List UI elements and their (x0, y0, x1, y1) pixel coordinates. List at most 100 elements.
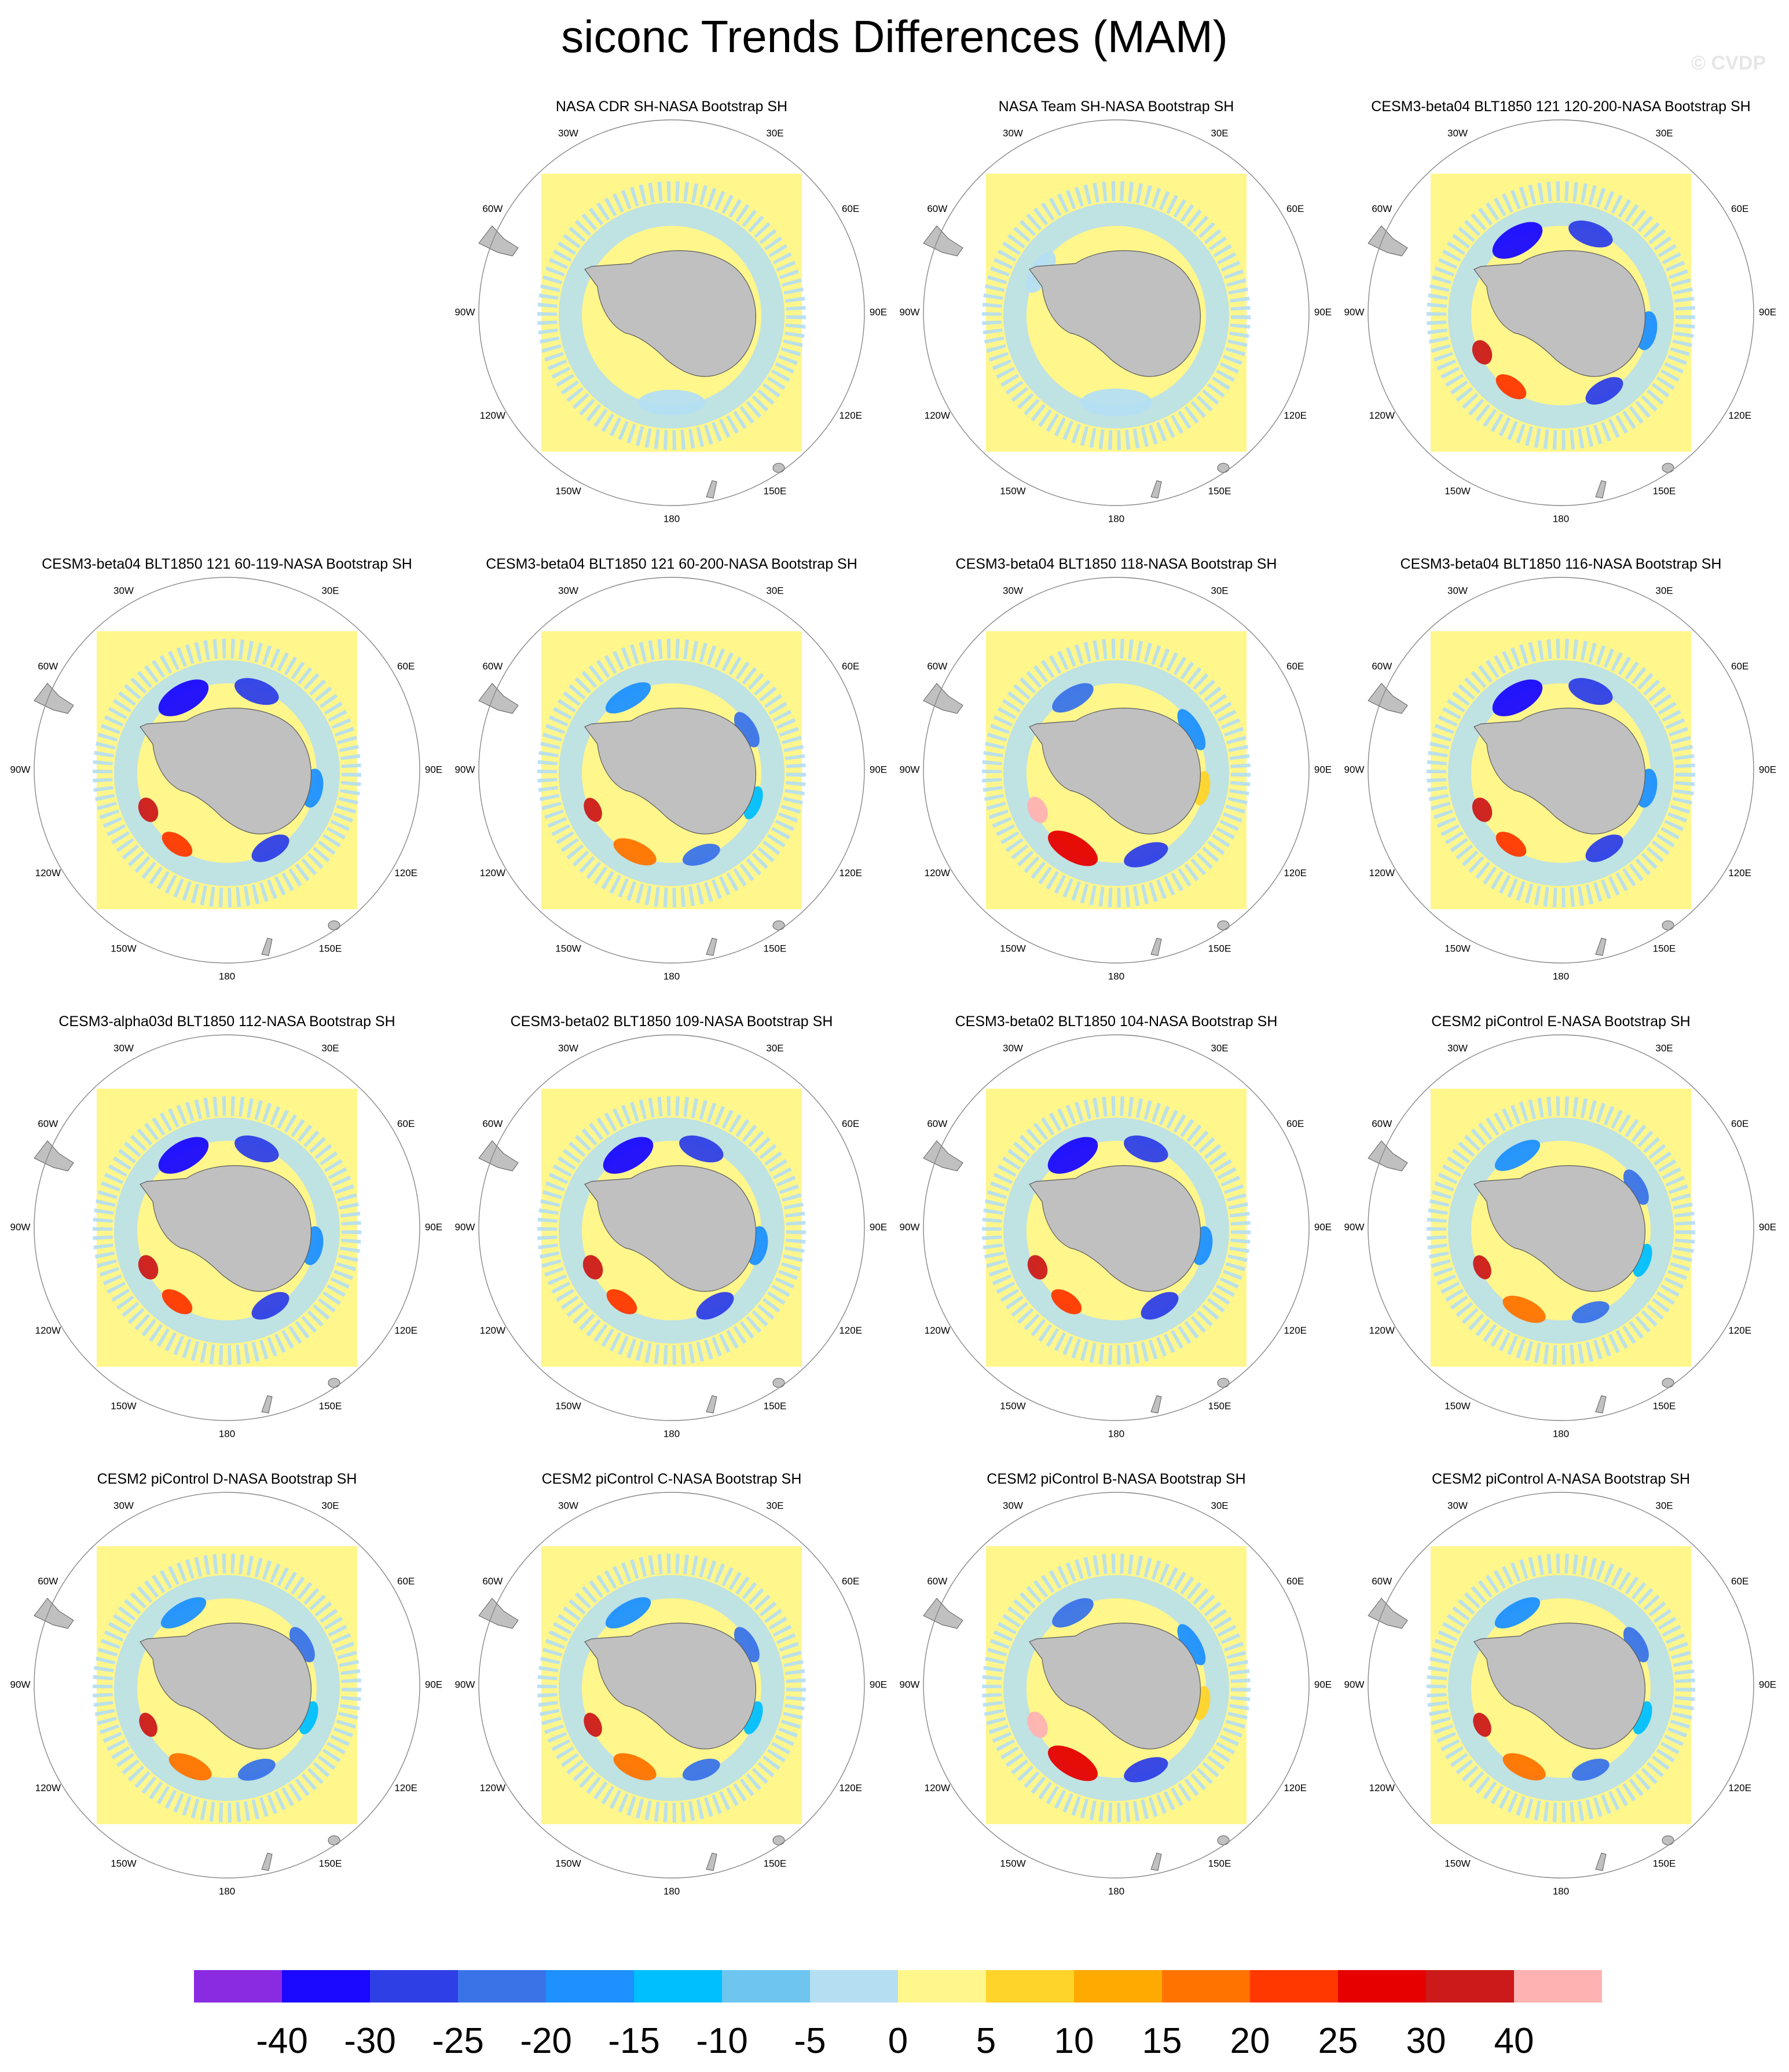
anomaly-region (1048, 830, 1098, 866)
longitude-label: 180 (1108, 1428, 1124, 1439)
new-zealand-landmass (1595, 1395, 1607, 1414)
longitude-label: 150W (555, 1858, 581, 1869)
longitude-label: 30W (1003, 585, 1023, 596)
south-america-landmass (478, 1598, 519, 1629)
tasmania-landmass (1662, 463, 1674, 473)
anomaly-region (1568, 678, 1613, 705)
longitude-label: 90W (10, 764, 31, 775)
longitude-label: 180 (663, 971, 680, 982)
antarctica-landmass (584, 1623, 756, 1749)
longitude-label: 60W (927, 1118, 947, 1129)
longitude-label: 150E (1653, 943, 1676, 954)
anomaly-region (1472, 797, 1493, 822)
map-boundary-circle (478, 577, 865, 964)
longitude-label: 60E (1286, 1118, 1304, 1129)
anomaly-region (1585, 834, 1623, 862)
anomaly-region (1052, 1598, 1094, 1628)
south-america-landmass (1368, 683, 1408, 714)
anomaly-region (1502, 1295, 1546, 1323)
longitude-label: 150E (764, 1858, 787, 1869)
longitude-label: 150W (1445, 943, 1470, 954)
longitude-label: 90W (455, 764, 475, 775)
longitude-label: 30W (1447, 1042, 1468, 1053)
tasmania-landmass (328, 1835, 340, 1846)
longitude-label: 120E (1728, 867, 1751, 878)
polar-map: 030E60E90E120E150E180150W120W90W60W30W (900, 1492, 1332, 1897)
longitude-label: 30E (766, 127, 783, 138)
longitude-label: 150E (1208, 1401, 1231, 1412)
colorbar-label: -15 (608, 2021, 660, 2061)
antarctica-landmass (1029, 1623, 1201, 1749)
longitude-label: 30W (113, 1042, 134, 1053)
tasmania-landmass (328, 1378, 340, 1388)
map-panel: CESM2 piControl A-NASA Bootstrap SH030E6… (1341, 1471, 1781, 1923)
anomaly-region (1052, 683, 1094, 713)
longitude-label: 120W (925, 867, 950, 878)
polar-map: 030E60E90E120E150E180150W120W90W60W30W (10, 1492, 442, 1897)
longitude-label: 150W (1445, 486, 1470, 497)
longitude-label: 180 (663, 1886, 680, 1897)
anomaly-region (1492, 222, 1543, 259)
polar-map: 030E60E90E120E150E180150W120W90W60W30W (455, 1034, 887, 1439)
longitude-label: 120W (35, 1325, 61, 1336)
longitude-label: 150W (555, 1401, 581, 1412)
longitude-label: 180 (219, 971, 235, 982)
map-panel: CESM3-beta04 BLT1850 121 120-200-NASA Bo… (1341, 98, 1781, 550)
longitude-label: 150E (1208, 943, 1231, 954)
anomaly-region (682, 843, 720, 866)
new-zealand-landmass (706, 938, 717, 956)
longitude-label: 30W (113, 585, 134, 596)
south-america-landmass (478, 1140, 519, 1172)
new-zealand-landmass (1150, 480, 1162, 499)
longitude-label: 120W (925, 410, 950, 421)
longitude-label: 60W (38, 1118, 58, 1129)
new-zealand-landmass (706, 1395, 717, 1414)
longitude-label: 90W (900, 306, 920, 317)
tasmania-landmass (1217, 920, 1230, 931)
panel-title: CESM2 piControl E-NASA Bootstrap SH (1431, 1013, 1691, 1030)
longitude-label: 60E (842, 203, 859, 214)
panel-title: CESM3-alpha03d BLT1850 112-NASA Bootstra… (58, 1013, 395, 1030)
longitude-label: 180 (219, 1886, 235, 1897)
polar-map: 030E60E90E120E150E180150W120W90W60W30W (10, 577, 442, 982)
south-america-landmass (34, 1140, 74, 1172)
map-panel: NASA Team SH-NASA Bootstrap SH030E60E90E… (896, 98, 1336, 550)
anomaly-region (1495, 374, 1527, 400)
south-america-landmass (478, 683, 519, 714)
new-zealand-landmass (261, 938, 273, 956)
panel-title: CESM2 piControl D-NASA Bootstrap SH (97, 1471, 357, 1487)
longitude-label: 180 (1553, 1428, 1569, 1439)
longitude-label: 90E (1759, 1679, 1776, 1690)
colorbar-swatch (1338, 1970, 1426, 2003)
longitude-label: 180 (1108, 513, 1124, 524)
longitude-label: 60W (927, 203, 947, 214)
longitude-label: 30E (1211, 1500, 1228, 1511)
longitude-label: 180 (663, 1428, 680, 1439)
longitude-label: 90E (870, 306, 887, 317)
longitude-label: 120W (35, 867, 61, 878)
longitude-label: 60E (1286, 203, 1304, 214)
longitude-label: 180 (1108, 971, 1124, 982)
anomaly-region (734, 1627, 760, 1663)
longitude-label: 60E (842, 661, 859, 672)
longitude-label: 90E (1314, 306, 1332, 317)
map-panel: CESM3-beta02 BLT1850 104-NASA Bootstrap … (896, 1013, 1336, 1465)
longitude-label: 90W (455, 1679, 475, 1690)
antarctica-landmass (1029, 708, 1201, 834)
antarctica-landmass (584, 1165, 756, 1292)
anomaly-region (1571, 1758, 1610, 1781)
south-america-landmass (1368, 225, 1408, 257)
longitude-label: 150W (1000, 943, 1025, 954)
longitude-label: 150E (319, 1858, 342, 1869)
map-boundary-circle (34, 1492, 420, 1879)
colorbar-swatch (194, 1970, 282, 2003)
tasmania-landmass (772, 1378, 785, 1388)
colorbar-swatch (1426, 1970, 1514, 2003)
longitude-label: 90E (870, 1221, 887, 1232)
colorbar-swatch (1514, 1970, 1602, 2003)
longitude-label: 120E (1284, 867, 1307, 878)
longitude-label: 150W (1000, 486, 1025, 497)
longitude-label: 90E (1759, 764, 1776, 775)
anomaly-region (168, 1753, 212, 1781)
colorbar-swatch (1074, 1970, 1162, 2003)
